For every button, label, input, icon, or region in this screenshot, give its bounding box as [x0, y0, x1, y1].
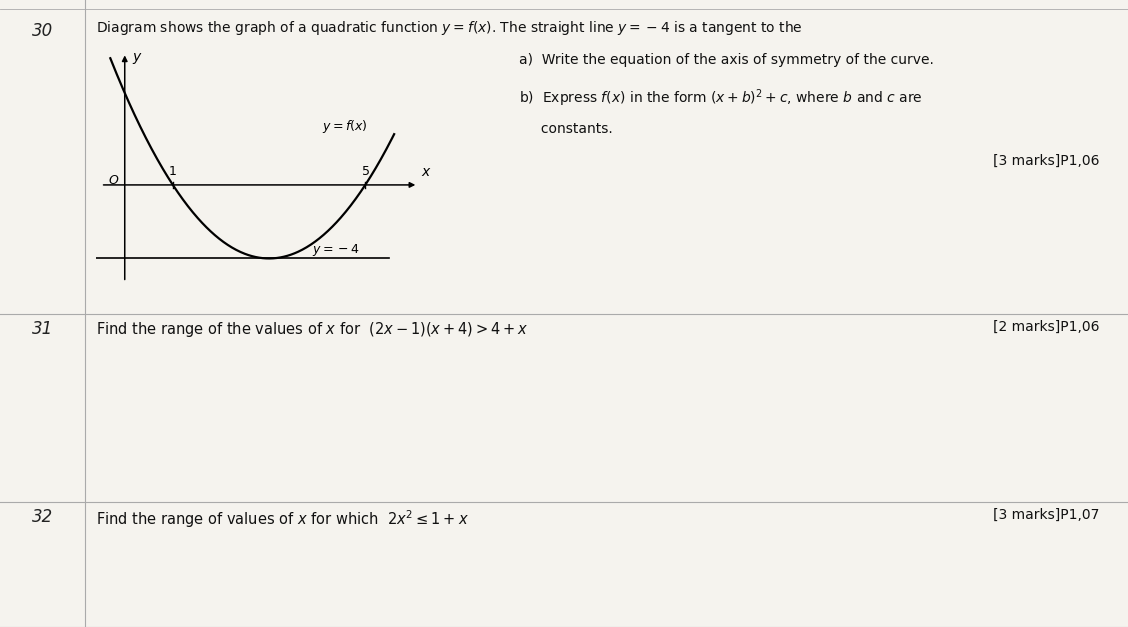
- Text: Find the range of values of $x$ for which  $2x^2 \leq 1+x$: Find the range of values of $x$ for whic…: [96, 508, 469, 530]
- Text: a)  Write the equation of the axis of symmetry of the curve.: a) Write the equation of the axis of sym…: [519, 53, 934, 67]
- Text: curve $y=f(x)$: curve $y=f(x)$: [96, 53, 190, 71]
- Text: $y$: $y$: [132, 51, 142, 66]
- Text: [3 marks]P1,07: [3 marks]P1,07: [994, 508, 1100, 522]
- Text: Diagram shows the graph of a quadratic function $y=f(x)$. The straight line $y=-: Diagram shows the graph of a quadratic f…: [96, 19, 803, 37]
- Text: Find the range of the values of $x$ for  $(2x-1)(x+4)>4+x$: Find the range of the values of $x$ for …: [96, 320, 528, 339]
- Text: 32: 32: [33, 508, 53, 526]
- Text: b)  Express $f(x)$ in the form $(x+b)^2+c$, where $b$ and $c$ are: b) Express $f(x)$ in the form $(x+b)^2+c…: [519, 88, 923, 109]
- Text: $O$: $O$: [107, 174, 118, 187]
- Text: $y=f(x)$: $y=f(x)$: [321, 118, 368, 135]
- Text: $x$: $x$: [421, 166, 431, 179]
- Text: $1$: $1$: [168, 166, 177, 179]
- Text: [2 marks]P1,06: [2 marks]P1,06: [994, 320, 1100, 334]
- Text: 31: 31: [33, 320, 53, 338]
- Text: constants.: constants.: [519, 122, 613, 136]
- Text: [3 marks]P1,06: [3 marks]P1,06: [994, 154, 1100, 167]
- Text: 30: 30: [33, 22, 53, 40]
- Text: $y=-4$: $y=-4$: [312, 242, 360, 258]
- Text: $5$: $5$: [361, 166, 370, 179]
